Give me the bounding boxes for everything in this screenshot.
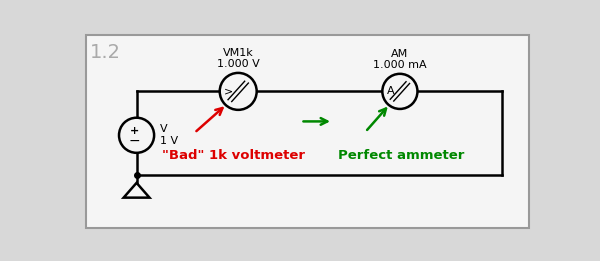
FancyBboxPatch shape [86,35,529,228]
Text: "Bad" 1k voltmeter: "Bad" 1k voltmeter [162,149,305,162]
Circle shape [220,73,257,110]
Text: AM: AM [391,49,409,60]
Text: V: V [160,124,167,134]
Text: >: > [223,86,233,96]
Text: 1.000 mA: 1.000 mA [373,60,427,70]
Text: −: − [128,134,140,148]
Text: +: + [130,126,139,136]
Text: A: A [386,86,394,96]
Circle shape [382,74,418,109]
Text: 1 V: 1 V [160,136,178,146]
Text: VM1k: VM1k [223,49,254,58]
Text: 1.2: 1.2 [91,43,121,62]
Text: 1.000 V: 1.000 V [217,59,260,69]
Text: Perfect ammeter: Perfect ammeter [338,149,464,162]
Circle shape [119,118,154,153]
